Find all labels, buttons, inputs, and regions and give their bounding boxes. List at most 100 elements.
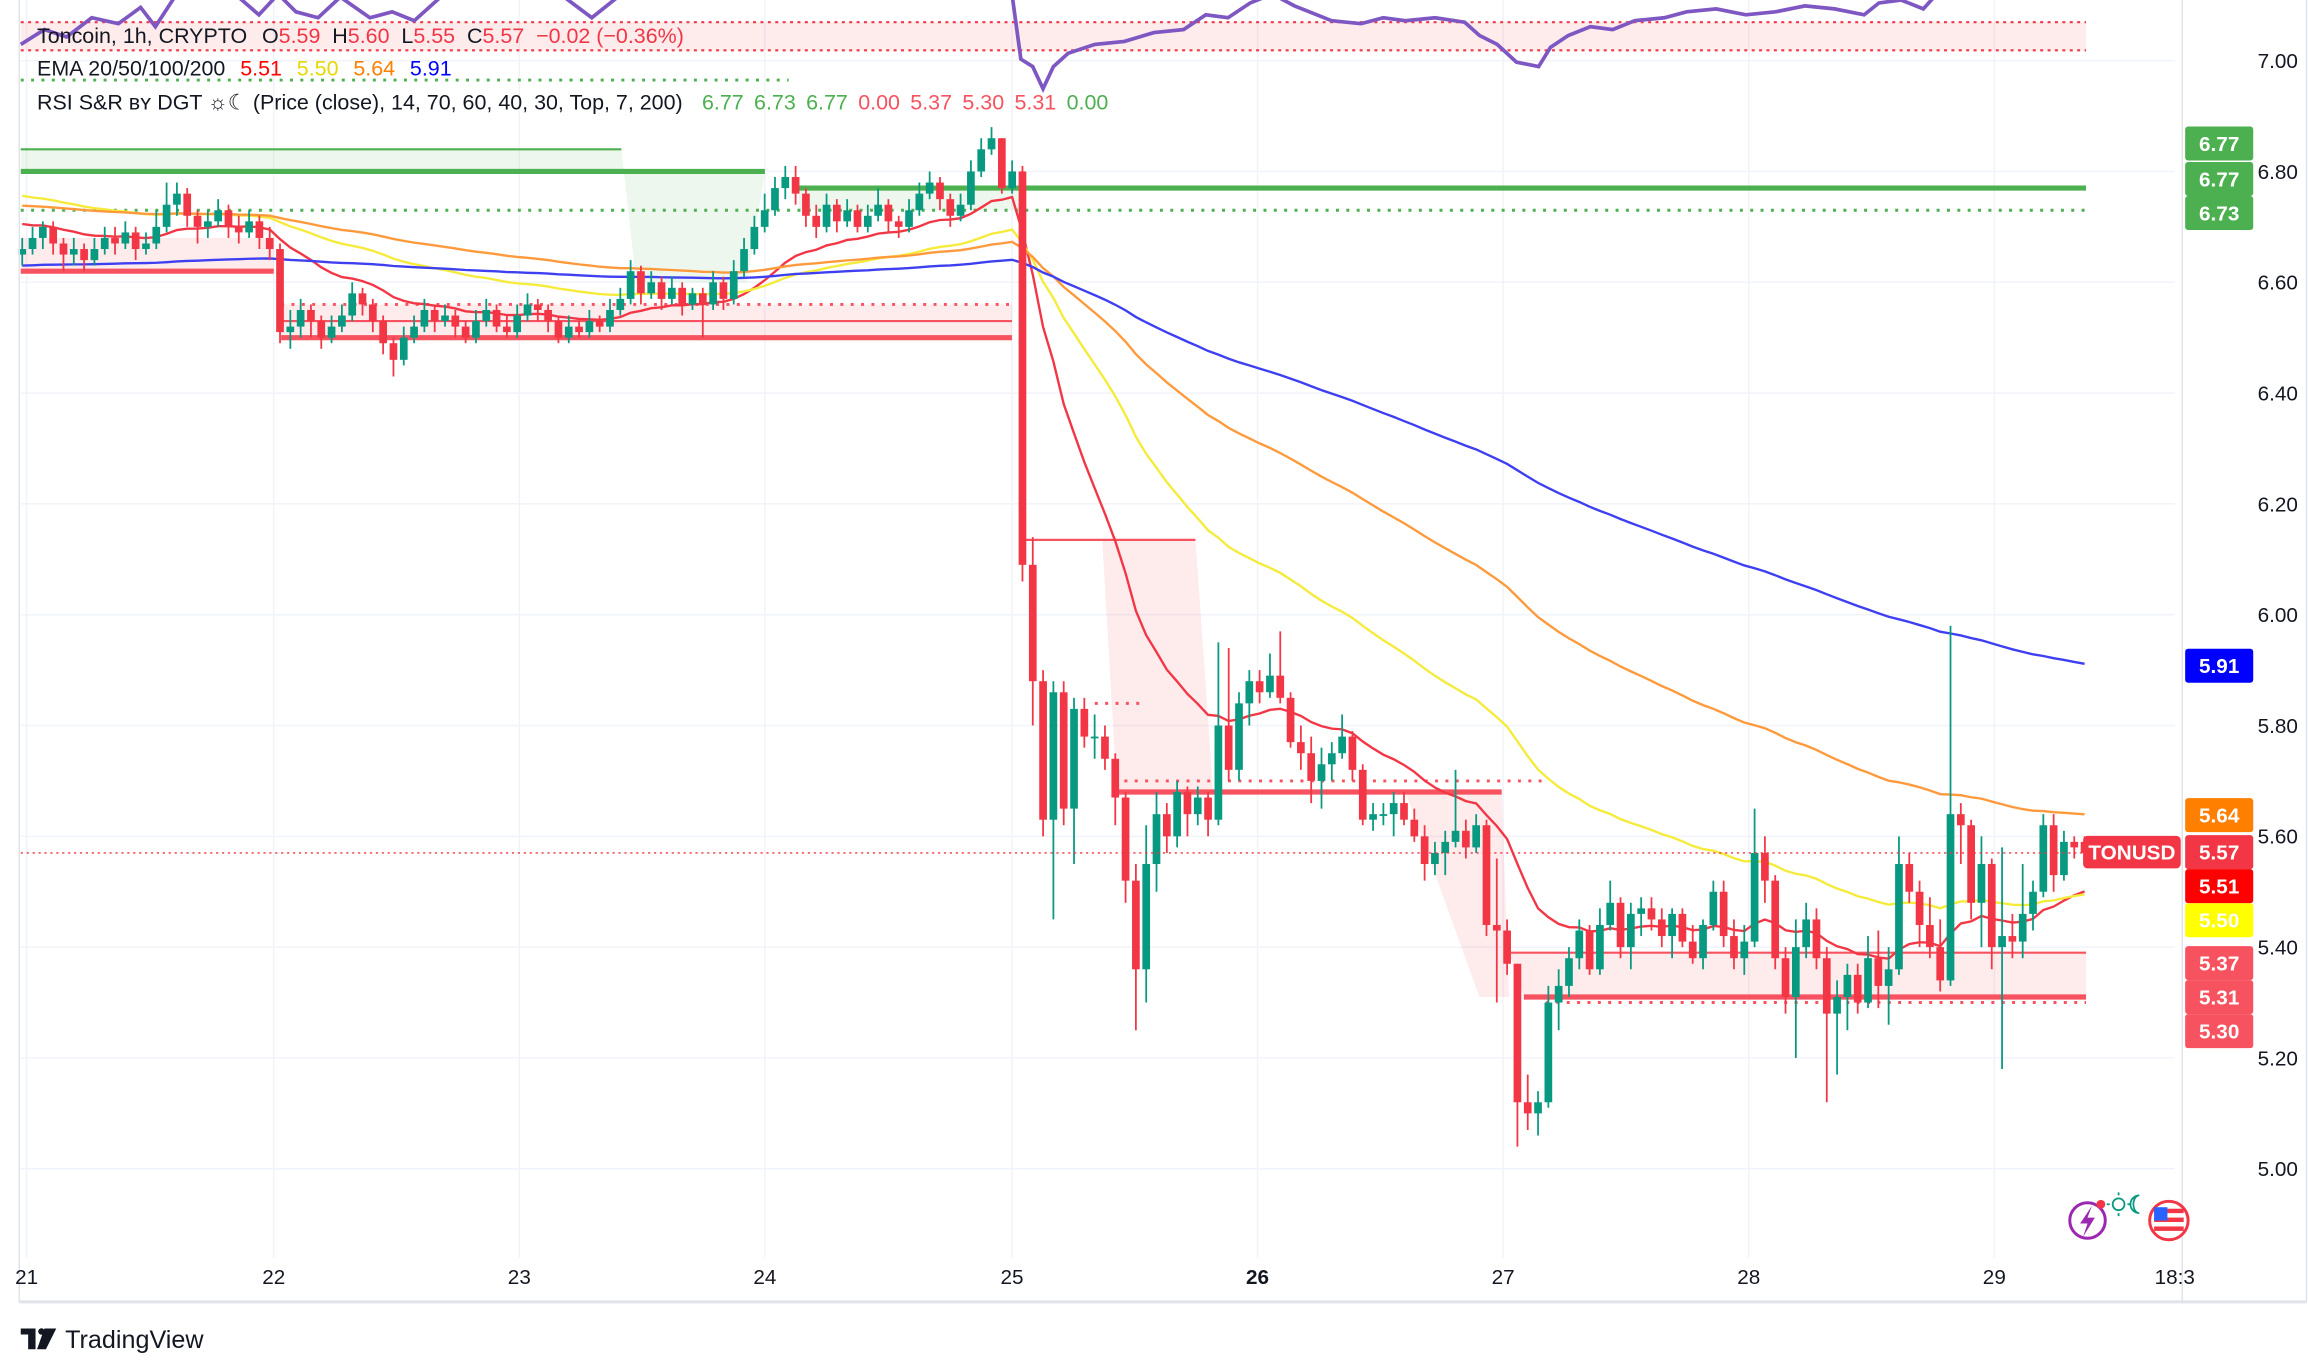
candle[interactable] <box>1668 908 1676 959</box>
candle[interactable] <box>853 204 862 233</box>
candle[interactable] <box>296 298 305 338</box>
candle[interactable] <box>1998 847 2006 1070</box>
candle[interactable] <box>1276 631 1285 704</box>
candle[interactable] <box>286 309 295 349</box>
candle[interactable] <box>1833 980 1841 1075</box>
candle[interactable] <box>1843 963 1852 1031</box>
candle[interactable] <box>461 321 470 344</box>
candle[interactable] <box>874 188 882 222</box>
candle[interactable] <box>1730 919 1738 970</box>
sun-moon-icon[interactable] <box>2106 1192 2140 1217</box>
candle[interactable] <box>1142 825 1151 1003</box>
candle[interactable] <box>472 309 480 344</box>
rsi-legend[interactable]: RSI S&R ʙʏ DGT ☼☾ (Price (close), 14, 70… <box>37 90 1108 114</box>
candle[interactable] <box>616 287 625 316</box>
candle[interactable] <box>39 221 47 250</box>
candle[interactable] <box>80 243 88 272</box>
candle[interactable] <box>1162 803 1171 853</box>
candle[interactable] <box>389 337 398 377</box>
candle[interactable] <box>1008 160 1016 194</box>
candle[interactable] <box>997 138 1006 194</box>
candle[interactable] <box>1936 919 1945 992</box>
candle[interactable] <box>276 243 284 344</box>
candle[interactable] <box>1616 897 1625 959</box>
candle[interactable] <box>451 309 460 338</box>
candle[interactable] <box>564 315 573 344</box>
candle[interactable] <box>59 237 68 272</box>
candle[interactable] <box>1204 792 1212 837</box>
candle[interactable] <box>1400 792 1408 826</box>
candle[interactable] <box>358 287 367 316</box>
candle[interactable] <box>1761 836 1769 903</box>
candle[interactable] <box>1740 924 1749 975</box>
candle[interactable] <box>1224 647 1233 781</box>
candle[interactable] <box>1286 692 1295 748</box>
candle[interactable] <box>348 282 357 322</box>
candle[interactable] <box>307 304 315 338</box>
tradingview-logo[interactable]: TradingView <box>20 1326 205 1354</box>
candle[interactable] <box>1462 819 1470 859</box>
candle[interactable] <box>1431 841 1439 876</box>
candle[interactable] <box>1451 769 1460 848</box>
candle[interactable] <box>69 237 78 266</box>
candle[interactable] <box>492 304 501 333</box>
candle[interactable] <box>1389 792 1398 837</box>
candle[interactable] <box>1688 924 1697 964</box>
candle[interactable] <box>2029 880 2037 931</box>
candle[interactable] <box>575 321 583 338</box>
candle[interactable] <box>1028 537 1037 726</box>
candle[interactable] <box>1111 753 1120 826</box>
candle[interactable] <box>111 226 119 255</box>
candle[interactable] <box>729 260 738 305</box>
candle[interactable] <box>1864 936 1872 1009</box>
candle[interactable] <box>1327 742 1336 781</box>
lightning-icon[interactable] <box>2068 1199 2107 1240</box>
candle[interactable] <box>1565 947 1573 998</box>
candle[interactable] <box>1245 670 1254 726</box>
candle[interactable] <box>750 215 759 255</box>
candle[interactable] <box>977 138 986 178</box>
candle[interactable] <box>420 298 429 333</box>
candle[interactable] <box>317 315 326 349</box>
candle[interactable] <box>1214 642 1223 826</box>
candle[interactable] <box>1059 681 1068 826</box>
candle[interactable] <box>28 226 37 255</box>
candle[interactable] <box>203 210 212 238</box>
candle[interactable] <box>2008 913 2017 959</box>
candle[interactable] <box>1317 747 1326 809</box>
candle[interactable] <box>1956 803 1965 865</box>
candle[interactable] <box>1183 786 1192 837</box>
candle[interactable] <box>1482 819 1491 937</box>
candle[interactable] <box>234 215 243 244</box>
candle[interactable] <box>2049 814 2058 892</box>
candle[interactable] <box>1926 897 1934 959</box>
candle[interactable] <box>1369 803 1377 831</box>
candle[interactable] <box>1637 897 1646 937</box>
candle[interactable] <box>100 226 109 255</box>
candle[interactable] <box>946 193 955 227</box>
candle[interactable] <box>224 204 233 238</box>
candle[interactable] <box>1441 830 1450 876</box>
candle[interactable] <box>49 221 58 255</box>
candle[interactable] <box>647 271 656 299</box>
candle[interactable] <box>905 199 913 233</box>
candle[interactable] <box>1585 924 1594 975</box>
candle[interactable] <box>894 215 903 238</box>
candle[interactable] <box>1771 875 1780 970</box>
candle[interactable] <box>1173 780 1181 848</box>
candle[interactable] <box>554 315 563 344</box>
candle[interactable] <box>1492 858 1501 1003</box>
candle[interactable] <box>595 315 604 333</box>
candle[interactable] <box>791 165 800 205</box>
candle[interactable] <box>121 221 130 250</box>
candle[interactable] <box>441 304 449 327</box>
candle[interactable] <box>719 276 728 310</box>
candle[interactable] <box>1606 880 1615 931</box>
candle[interactable] <box>668 276 676 305</box>
candle[interactable] <box>1307 736 1316 804</box>
candle[interactable] <box>585 309 594 338</box>
candle[interactable] <box>214 199 222 227</box>
candle[interactable] <box>1049 681 1058 920</box>
candle[interactable] <box>2039 814 2048 898</box>
candle[interactable] <box>265 226 274 261</box>
